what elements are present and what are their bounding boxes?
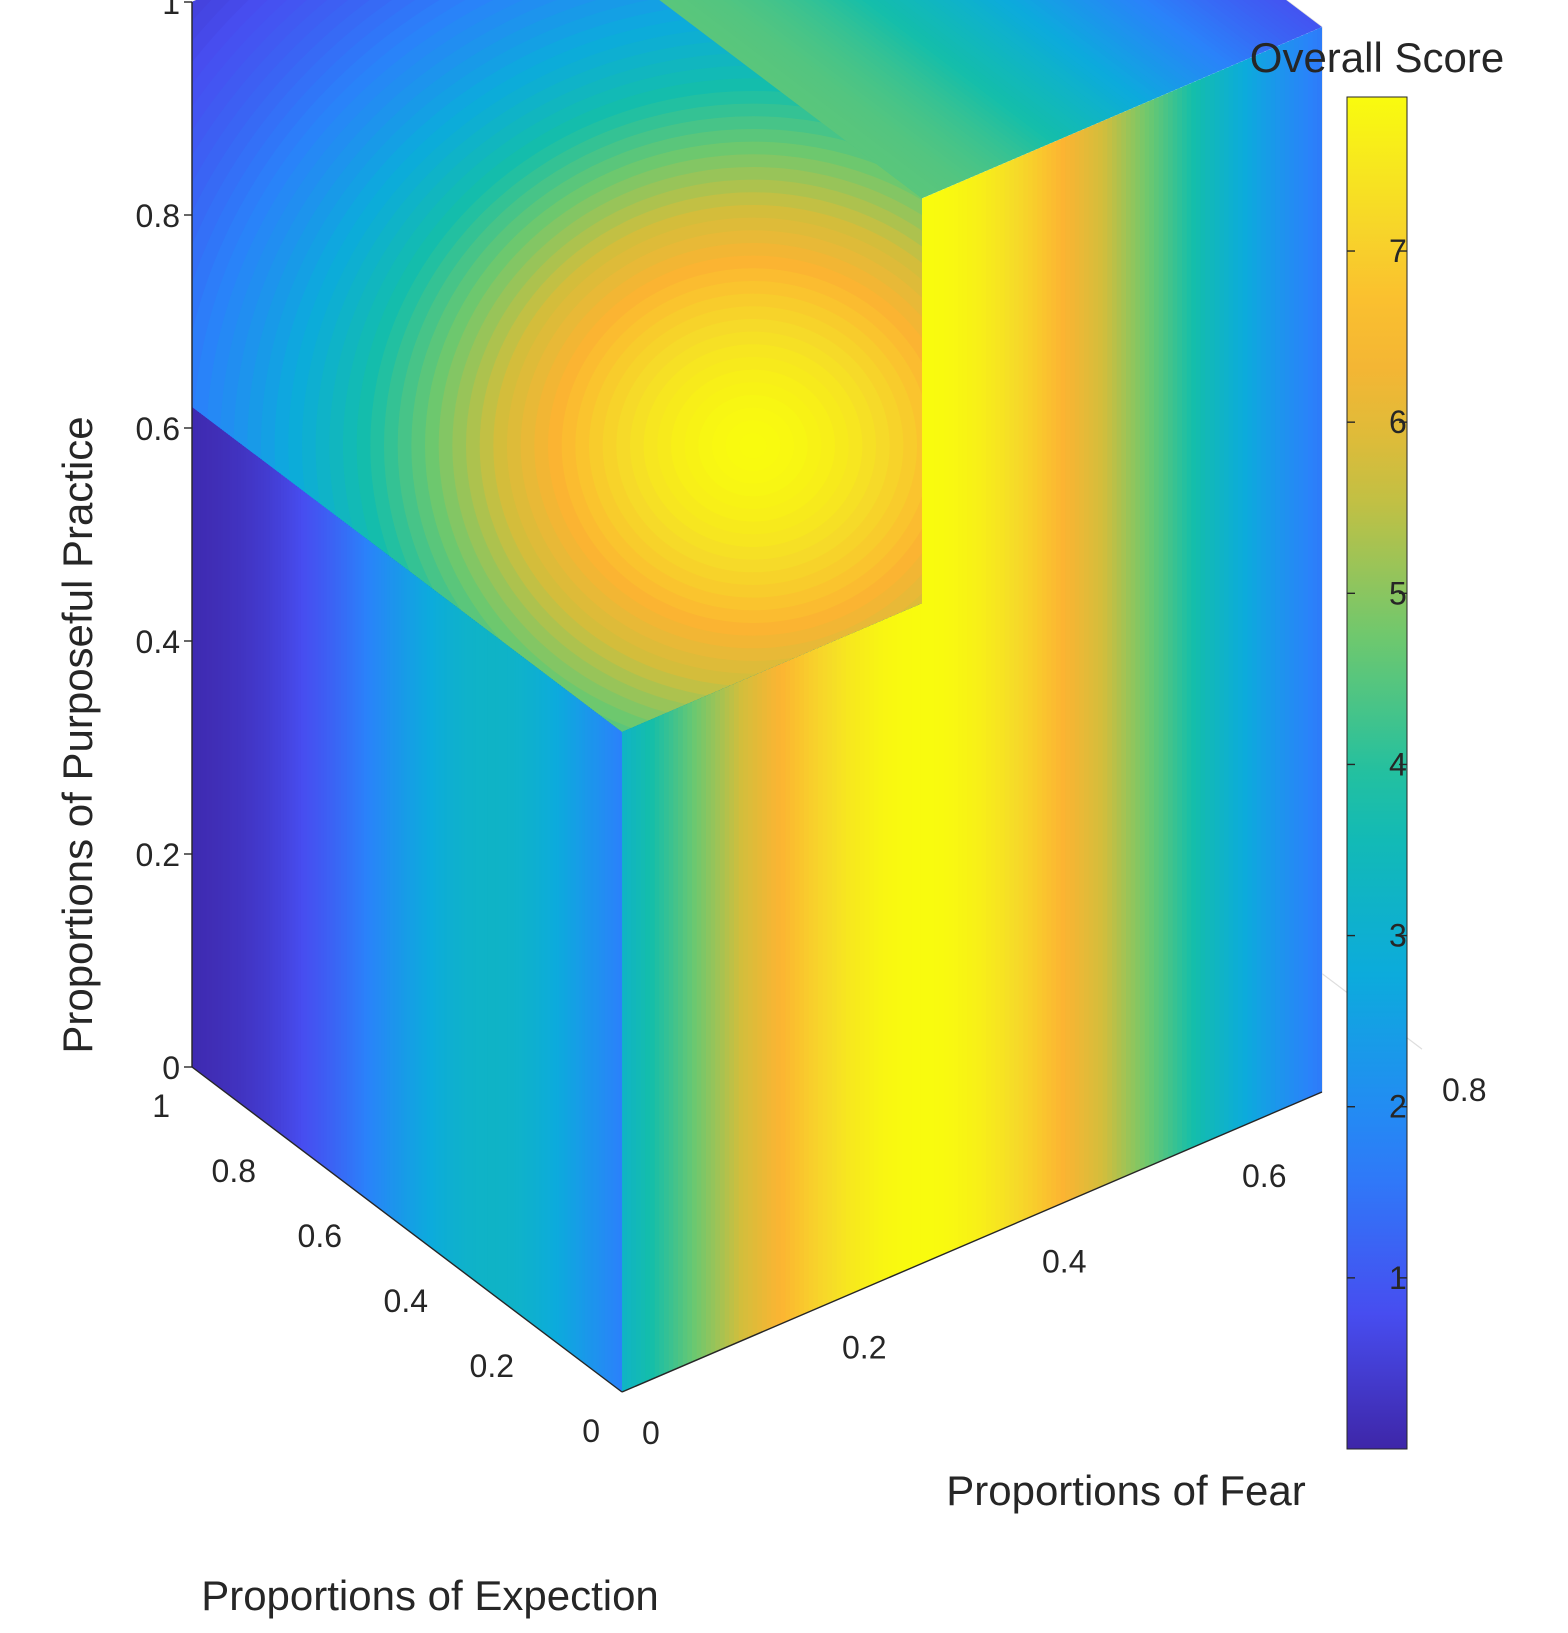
surface-strip — [630, 0, 1069, 139]
z-tick-label: 0.4 — [136, 624, 180, 660]
colorbar-tick-label: 4 — [1389, 746, 1407, 782]
colorbar-tick-label: 6 — [1389, 404, 1407, 440]
colorbar-tick-label: 3 — [1389, 918, 1407, 954]
surface-strip — [724, 0, 1162, 99]
y-tick-label: 0.2 — [842, 1329, 886, 1365]
x-tick-label: 0.6 — [298, 1218, 342, 1254]
surface-strip — [607, 0, 1045, 149]
y-tick-label: 0.6 — [1242, 1158, 1286, 1194]
surface-strip — [528, 0, 966, 183]
surface-strip — [532, 0, 971, 181]
colorbar-tick-label: 2 — [1389, 1089, 1407, 1125]
surface-strip — [700, 0, 1139, 109]
surface-strip — [621, 0, 1059, 143]
surface-strip — [761, 0, 1199, 83]
surface-strip — [747, 0, 1185, 89]
surface-strip — [537, 0, 975, 179]
surface-strip — [523, 0, 961, 185]
surface-strip — [584, 0, 1022, 159]
y-tick-label: 0 — [642, 1415, 660, 1451]
surface-strip — [649, 0, 1087, 131]
surface-strip — [691, 0, 1129, 113]
surface-strip — [574, 0, 1013, 163]
x-tick-label: 0.2 — [470, 1348, 514, 1384]
surface-strip — [714, 0, 1153, 103]
surface-strip — [710, 0, 1148, 105]
surface-strip — [752, 0, 1190, 87]
colorbar: 1 2 3 4 5 6 7 Overall Score — [1250, 34, 1504, 1450]
surface-strip — [570, 0, 1008, 165]
surface-strip — [579, 0, 1017, 161]
surface-strip — [1317, 27, 1322, 1094]
surface-ring — [739, 432, 767, 459]
z-tick-label: 0.2 — [136, 837, 180, 873]
surface-strip — [593, 0, 1031, 155]
surface-strip — [663, 0, 1101, 125]
y-axis-label: Proportions of Fear — [946, 1467, 1306, 1514]
surface-strip — [677, 0, 1115, 119]
surface-strip — [546, 0, 985, 175]
surface-strip — [556, 0, 994, 171]
axis-line — [621, 1091, 1323, 1393]
face-fear-side — [622, 27, 1322, 1392]
surface-strip — [626, 0, 1064, 141]
surface-strip — [612, 0, 1050, 147]
surface-strip — [742, 0, 1181, 91]
surface-strip — [738, 0, 1176, 93]
tick-labels: 00.20.40.60.8100.20.40.60.8100.20.40.60.… — [136, 0, 1487, 1451]
z-tick-label: 0.8 — [136, 198, 180, 234]
surface-strip — [668, 0, 1106, 123]
surface-strip — [705, 0, 1143, 107]
surface-strip — [686, 0, 1125, 115]
x-tick-label: 1 — [152, 1088, 170, 1124]
surface-strip — [682, 0, 1120, 117]
surface-strip — [565, 0, 1003, 167]
x-tick-label: 0.8 — [212, 1153, 256, 1189]
x-tick-label: 0 — [582, 1413, 600, 1449]
axis-line — [191, 1066, 623, 1393]
surface-strip — [560, 0, 999, 169]
x-tick-label: 0.4 — [384, 1283, 428, 1319]
surface-strip — [598, 0, 1036, 153]
surface-strip — [518, 0, 957, 187]
surface-strip — [602, 0, 1041, 151]
x-axis-label: Proportions of Expection — [201, 1572, 659, 1619]
surface-strip — [504, 0, 943, 193]
surface-strip — [672, 0, 1111, 121]
y-tick-label: 0.8 — [1442, 1072, 1486, 1108]
surface-strip — [588, 0, 1027, 157]
z-tick-label: 0 — [162, 1050, 180, 1086]
surface-strip — [542, 0, 980, 177]
surface-strip — [490, 0, 929, 199]
z-axis-label: Proportions of Purposeful Practice — [54, 416, 101, 1053]
surface-strip — [658, 0, 1097, 127]
surface-strip — [654, 0, 1092, 129]
axis-lines — [191, 2, 1323, 1393]
surface-strip — [696, 0, 1134, 111]
colorbar-tick-label: 7 — [1389, 233, 1407, 269]
z-tick-label: 1 — [162, 0, 180, 21]
surface-strip — [644, 0, 1083, 133]
surface-strip — [756, 0, 1195, 85]
colorbar-tick-label: 1 — [1389, 1260, 1407, 1296]
surface-strip — [728, 0, 1167, 97]
colorbar-bar — [1346, 96, 1408, 1450]
colorbar-tick-label: 5 — [1389, 575, 1407, 611]
z-tick-label: 0.6 — [136, 411, 180, 447]
surface-strip — [640, 0, 1078, 135]
colorbar-ticks: 1 2 3 4 5 6 7 — [1347, 233, 1407, 1296]
surface-strip — [616, 0, 1055, 145]
surface-strip — [635, 0, 1073, 137]
surface-strip — [719, 0, 1157, 101]
surface-strip — [733, 0, 1171, 95]
surface-strip — [509, 0, 947, 191]
surface-strip — [500, 0, 938, 195]
surface-strip — [551, 0, 989, 173]
colorbar-title: Overall Score — [1250, 34, 1504, 81]
y-tick-label: 0.4 — [1042, 1244, 1086, 1280]
surface-strip — [495, 0, 933, 197]
surface-strip — [514, 0, 952, 189]
